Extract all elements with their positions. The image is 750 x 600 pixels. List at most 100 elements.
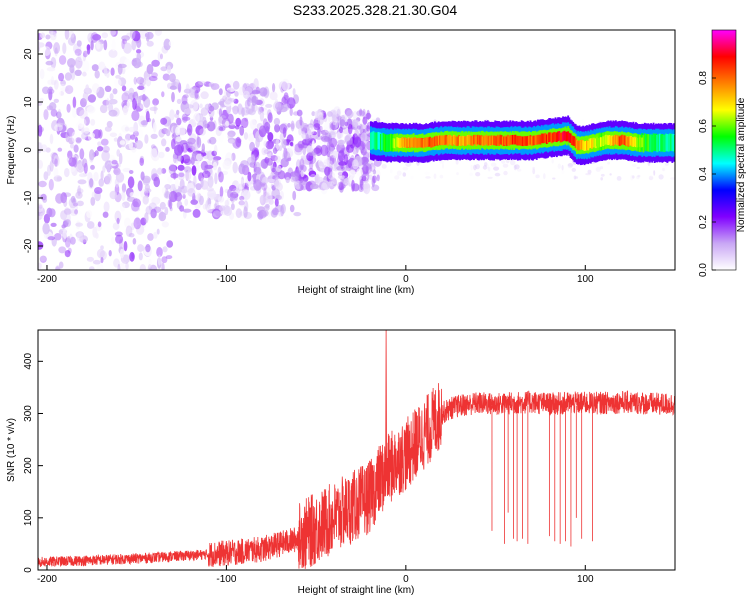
- spectrogram-speckle: [147, 233, 154, 241]
- spectrogram-speckle: [338, 181, 344, 191]
- y-tick-label: 200: [23, 457, 34, 474]
- spectrogram-speckle: [133, 217, 142, 230]
- spectrogram-speckle: [225, 152, 233, 164]
- spectrogram-speckle: [108, 49, 118, 58]
- spectrogram-speckle: [197, 114, 204, 123]
- spectrogram-speckle: [167, 176, 173, 184]
- spectrogram-ridge-cell: [609, 136, 612, 146]
- spectrogram-ridge-cell: [407, 137, 410, 147]
- spectrogram-speckle: [402, 171, 407, 177]
- spectrogram-speckle: [83, 162, 88, 174]
- spectrogram-ridge-cell: [553, 131, 556, 142]
- spectrogram-speckle: [330, 150, 339, 159]
- colorbar-tick-label: 0.2: [698, 215, 709, 229]
- spectrogram-ridge-cell: [647, 134, 650, 152]
- spectrogram-speckle: [240, 117, 249, 129]
- spectrogram-speckle: [139, 264, 146, 270]
- spectrogram-speckle: [121, 39, 125, 50]
- spectrogram-speckle: [55, 193, 64, 204]
- spectrogram-speckle: [187, 188, 196, 197]
- spectrogram-speckle: [244, 99, 250, 110]
- spectrogram-speckle: [185, 104, 194, 109]
- spectrogram-ridge-cell: [652, 133, 655, 151]
- spectrogram-speckle: [263, 187, 267, 198]
- spectrogram-speckle: [356, 168, 364, 177]
- spectrogram-speckle: [226, 89, 231, 98]
- spectrogram-speckle: [385, 120, 390, 124]
- spectrogram-speckle: [91, 64, 99, 72]
- spectrogram-speckle: [227, 188, 232, 199]
- spectrogram-speckle: [108, 109, 118, 117]
- spectrogram-speckle: [69, 30, 75, 39]
- spectrogram-ridge-cell: [671, 133, 674, 152]
- spectrogram-speckle: [54, 124, 63, 132]
- spectrogram-speckle: [42, 46, 51, 56]
- spectrogram-speckle: [324, 132, 328, 138]
- spectrogram-ridge-cell: [537, 134, 539, 145]
- spectrogram-speckle: [187, 137, 196, 145]
- spectrogram-speckle: [229, 80, 234, 88]
- spectrogram-speckle: [243, 90, 250, 99]
- spectrogram-speckle: [178, 126, 186, 137]
- spectrogram-speckle: [179, 140, 188, 145]
- spectrogram-speckle: [109, 132, 118, 138]
- spectrogram-ridge-cell: [638, 137, 641, 147]
- spectrogram-speckle: [376, 174, 380, 182]
- spectrogram-speckle: [308, 170, 317, 178]
- y-tick-label: 0: [23, 567, 34, 573]
- spectrogram-speckle: [130, 201, 140, 212]
- snr-x-axis-label: Height of straight line (km): [298, 585, 415, 596]
- spectrogram-speckle: [362, 116, 368, 125]
- spectrogram-speckle: [58, 122, 68, 133]
- spectrogram-speckle: [49, 160, 54, 172]
- spectrogram-speckle: [433, 173, 437, 179]
- spectrogram-speckle: [125, 225, 133, 237]
- spectrogram-ridge-cell: [441, 135, 444, 146]
- spectrogram-speckle: [195, 125, 204, 136]
- spectrogram-speckle: [115, 74, 121, 79]
- spectrogram-ridge-cell: [377, 131, 380, 150]
- spectrogram-speckle: [637, 174, 641, 178]
- spectrogram-speckle: [75, 138, 82, 144]
- spectrogram-speckle: [532, 166, 535, 170]
- spectrogram-speckle: [89, 149, 95, 161]
- spectrogram-speckle: [224, 96, 232, 105]
- spectrogram-speckle: [228, 139, 235, 144]
- spectrogram-ridge-cell: [476, 134, 479, 145]
- spectrogram-speckle: [405, 162, 412, 167]
- spectrogram-speckle: [74, 209, 78, 215]
- spectrogram-ridge-cell: [475, 136, 478, 147]
- spectrogram-speckle: [50, 222, 57, 227]
- spectrogram-speckle: [70, 236, 76, 245]
- spectrogram-ridge-cell: [535, 135, 538, 145]
- spectrogram-speckle: [80, 98, 87, 108]
- spectrogram-speckle: [117, 263, 121, 270]
- spectrogram-speckle: [234, 194, 238, 201]
- spectrogram-ridge-cell: [607, 135, 610, 145]
- page-title: S233.2025.328.21.30.G04: [292, 2, 458, 18]
- spectrogram-speckle: [247, 171, 252, 182]
- spectrogram-speckle: [130, 134, 136, 140]
- spectrogram-ridge-cell: [513, 135, 515, 145]
- spectrogram-speckle: [367, 174, 373, 180]
- spectrogram-ridge-cell: [642, 135, 645, 153]
- spectrogram-speckle: [299, 116, 303, 126]
- spectrogram-speckle: [595, 166, 601, 172]
- spectrogram-speckle: [317, 114, 324, 125]
- spectrogram-ridge-cell: [523, 136, 526, 146]
- spectrogram-speckle: [75, 122, 84, 130]
- spectrogram-speckle: [207, 198, 212, 207]
- spectrogram-ridge-cell: [480, 135, 483, 145]
- spectrogram-speckle: [326, 111, 333, 117]
- spectrogram-speckle: [234, 91, 239, 97]
- spectrogram-speckle: [102, 165, 106, 173]
- spectrogram-speckle: [100, 170, 104, 181]
- spectrogram-speckle: [139, 245, 145, 251]
- spectrogram-speckle: [38, 262, 42, 269]
- spectrogram-speckle: [116, 149, 121, 157]
- spectrogram-ridge-cell: [418, 138, 421, 148]
- spectrogram-ridge-cell: [488, 135, 490, 146]
- spectrogram-ridge-cell: [586, 140, 588, 151]
- spectrogram-speckle: [64, 167, 70, 178]
- spectrogram-speckle: [259, 194, 267, 203]
